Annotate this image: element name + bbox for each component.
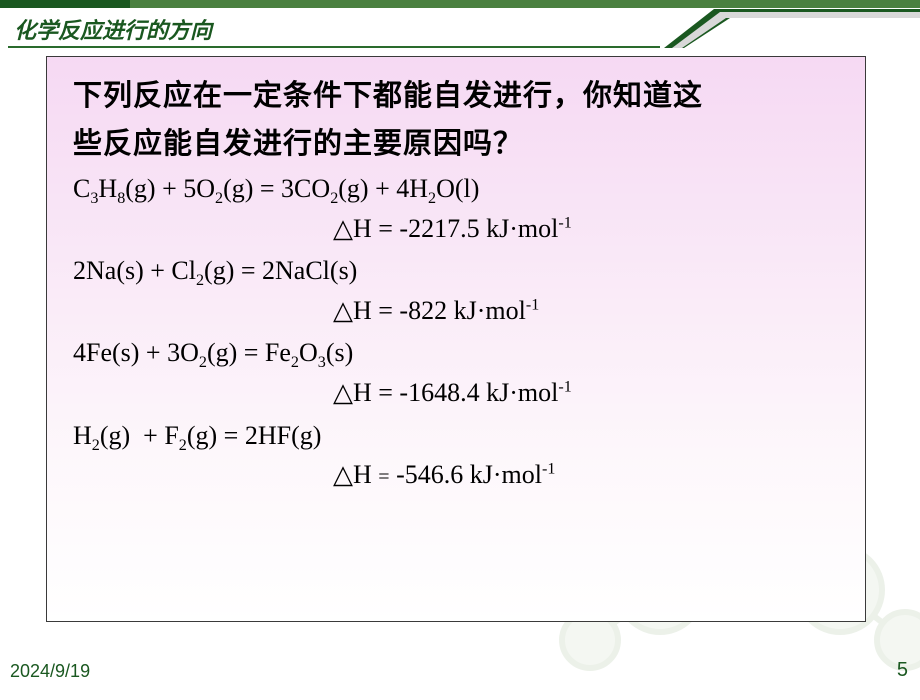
slide-title: 化学反应进行的方向: [14, 13, 212, 45]
equation-3: 4Fe(s) + 3O2(g) = Fe2O3(s): [73, 335, 845, 375]
footer-date: 2024/9/19: [10, 661, 90, 682]
title-underline: [8, 46, 660, 48]
slide-header: 化学反应进行的方向: [0, 8, 920, 50]
question-line-2: 些反应能自发进行的主要原因吗？: [73, 123, 845, 165]
delta-h-3: △H = -1648.4 kJ·mol-1: [73, 375, 845, 411]
equation-1: C3H8(g) + 5O2(g) = 3CO2(g) + 4H2O(l): [73, 171, 845, 211]
equation-2: 2Na(s) + Cl2(g) = 2NaCl(s): [73, 253, 845, 293]
equation-4: H2(g) + F2(g) = 2HF(g): [73, 418, 845, 458]
delta-h-4: △H = -546.6 kJ·mol-1: [73, 457, 845, 493]
footer-page-number: 5: [897, 659, 908, 682]
header-angle-decor: [660, 6, 920, 50]
top-bar-dark: [0, 0, 130, 8]
content-box: 下列反应在一定条件下都能自发进行，你知道这 些反应能自发进行的主要原因吗？ C3…: [46, 56, 866, 622]
delta-h-2: △H = -822 kJ·mol-1: [73, 293, 845, 329]
delta-h-1: △H = -2217.5 kJ·mol-1: [73, 211, 845, 247]
question-line-1: 下列反应在一定条件下都能自发进行，你知道这: [73, 75, 845, 117]
